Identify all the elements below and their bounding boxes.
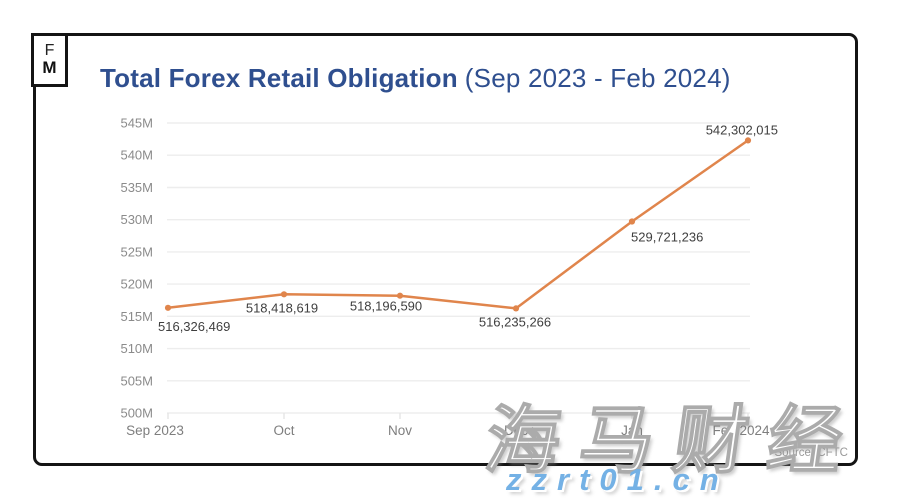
source-note: Source: CFTC — [774, 447, 849, 459]
x-tick-label: Feb 2024 — [712, 423, 770, 438]
y-tick-label: 535M — [120, 180, 153, 195]
data-point-label: 516,326,469 — [158, 319, 230, 334]
watermark-url: zzrt01.cn — [506, 462, 729, 497]
chart-title-main: Total Forex Retail Obligation — [100, 63, 458, 93]
data-point-label: 542,302,015 — [706, 122, 778, 137]
data-point — [164, 304, 172, 311]
y-tick-label: 525M — [120, 244, 153, 259]
x-tick-label: Sep 2023 — [126, 423, 184, 438]
y-tick-label: 530M — [120, 212, 153, 227]
fm-logo: F M — [31, 33, 68, 87]
logo-letter-f: F — [44, 41, 55, 59]
x-tick-label: Oct — [273, 423, 294, 438]
y-tick-label: 540M — [120, 148, 153, 163]
data-point-label: 518,418,619 — [246, 300, 318, 315]
y-tick-label: 505M — [120, 373, 153, 388]
data-point — [280, 291, 288, 298]
data-point-label: 516,235,266 — [479, 314, 551, 329]
data-point-label: 518,196,590 — [350, 299, 422, 314]
y-tick-label: 500M — [120, 406, 153, 421]
chart-title-range: (Sep 2023 - Feb 2024) — [464, 63, 731, 93]
y-tick-label: 510M — [120, 341, 153, 356]
x-tick-label: Dec — [504, 423, 528, 438]
y-tick-label: 545M — [120, 116, 153, 131]
data-point-label: 529,721,236 — [631, 230, 703, 245]
series-line — [166, 139, 750, 310]
data-point — [628, 218, 636, 225]
y-tick-label: 515M — [120, 309, 153, 324]
data-point — [744, 137, 752, 144]
chart-title: Total Forex Retail Obligation (Sep 2023 -… — [100, 63, 731, 94]
data-point — [512, 305, 520, 312]
chart-card — [33, 33, 858, 466]
logo-letter-m: M — [42, 58, 57, 78]
data-point — [396, 292, 404, 299]
x-tick-label: Nov — [388, 423, 412, 438]
x-tick-label: Jan — [621, 423, 643, 438]
y-tick-label: 520M — [120, 277, 153, 292]
